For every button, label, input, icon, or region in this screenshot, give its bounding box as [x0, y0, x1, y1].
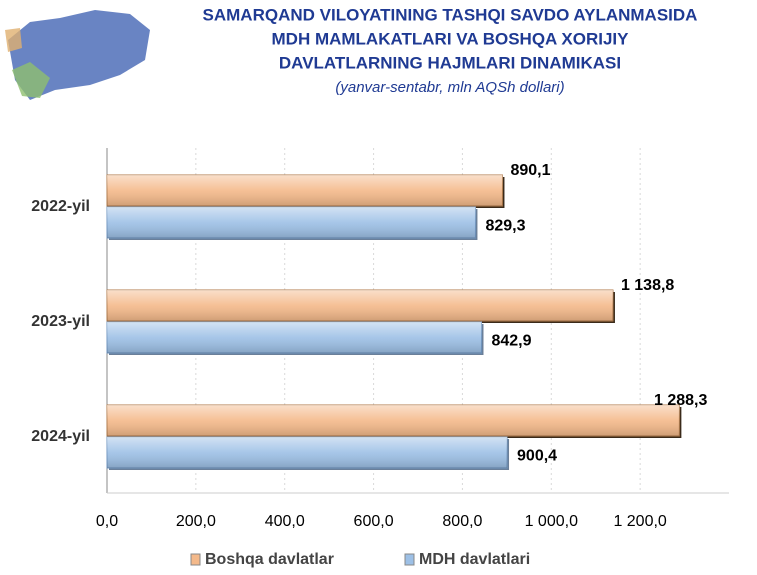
chart-title: SAMARQAND VILOYATINING TASHQI SAVDO AYLA…	[203, 5, 698, 24]
bar-shine	[107, 405, 680, 436]
bar-shine	[107, 437, 508, 468]
map-icon	[5, 10, 150, 100]
data-label: 1 288,3	[654, 392, 707, 409]
legend-label: Boshqa davlatlar	[205, 551, 334, 568]
data-label: 829,3	[485, 218, 525, 235]
legend-label: MDH davlatlari	[419, 551, 530, 568]
x-tick-label: 600,0	[354, 513, 394, 530]
legend-swatch	[404, 553, 415, 566]
bar-shine	[107, 290, 613, 321]
x-tick-label: 1 200,0	[613, 513, 666, 530]
x-tick-label: 0,0	[96, 513, 118, 530]
legend-swatch	[190, 553, 201, 566]
chart-title: DAVLATLARNING HAJMLARI DINAMIKASI	[279, 53, 621, 72]
data-label: 890,1	[510, 162, 550, 179]
y-tick-label: 2024-yil	[31, 428, 90, 445]
data-label: 900,4	[517, 448, 557, 465]
x-tick-label: 1 000,0	[525, 513, 578, 530]
chart-subtitle: (yanvar-sentabr, mln AQSh dollari)	[335, 79, 564, 96]
bar-shine	[107, 322, 482, 353]
y-tick-label: 2022-yil	[31, 198, 90, 215]
x-tick-label: 800,0	[442, 513, 482, 530]
x-tick-label: 200,0	[176, 513, 216, 530]
bar-shine	[107, 207, 476, 238]
bar-shine	[107, 175, 503, 206]
data-label: 1 138,8	[621, 277, 674, 294]
x-tick-label: 400,0	[265, 513, 305, 530]
data-label: 842,9	[491, 333, 531, 350]
chart-title: MDH MAMLAKATLARI VA BOSHQA XORIJIY	[272, 29, 630, 48]
y-tick-label: 2023-yil	[31, 313, 90, 330]
